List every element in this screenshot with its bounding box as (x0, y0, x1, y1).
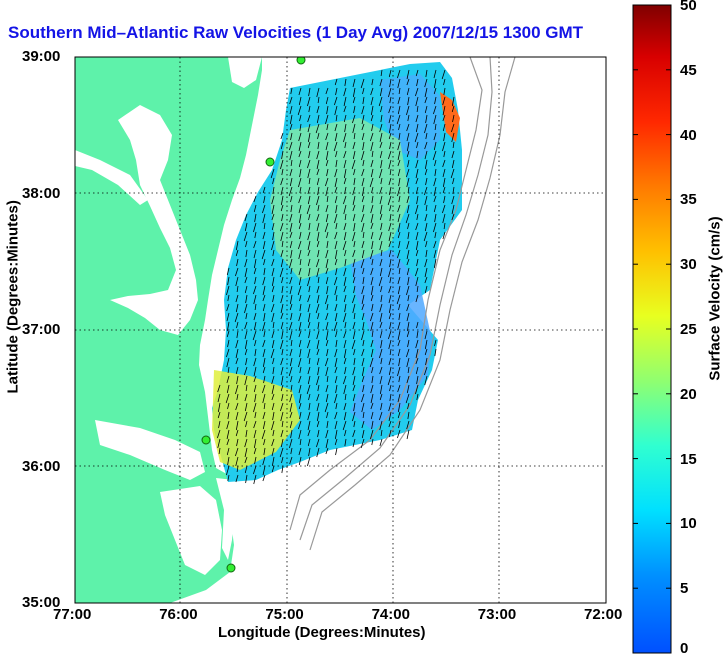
colorbar-tick-label: 5 (680, 580, 689, 598)
pamlico-sound (160, 486, 222, 575)
x-tick-label: 74:00 (371, 606, 410, 623)
x-axis-label: Longitude (Degrees:Minutes) (218, 624, 426, 641)
y-tick-label: 36:00 (22, 457, 61, 475)
plot-frame (74, 56, 607, 604)
grid-lines (75, 57, 606, 603)
bathymetry-contours (289, 57, 516, 551)
colorbar-tick-label: 40 (680, 126, 697, 144)
albemarle-sound (95, 420, 205, 480)
colorbar-tick-label: 10 (680, 515, 697, 533)
site-marker (201, 435, 211, 445)
x-tick-label: 73:00 (477, 606, 517, 623)
x-tick-label: 77:00 (53, 606, 92, 623)
colorbar-tick-label: 15 (680, 450, 697, 468)
colorbar-tick-label: 0 (680, 640, 689, 657)
y-tick-label: 38:00 (22, 184, 61, 202)
velocity-arrows (217, 69, 455, 485)
y-axis-label: Latitude (Degrees:Minutes) (4, 200, 22, 394)
chesapeake-bay (110, 105, 198, 335)
velocity-high-south (212, 370, 300, 470)
x-tick-label: 72:00 (584, 606, 623, 623)
potomac-river (75, 150, 148, 205)
colorbar-ticks (633, 4, 671, 654)
site-marker (296, 57, 306, 65)
colorbar-tick-label: 30 (680, 256, 697, 274)
x-tick-label: 76:00 (159, 606, 198, 623)
colorbar-tick-label: 50 (680, 0, 697, 14)
velocity-peak-north (440, 92, 460, 142)
y-tick-label: 35:00 (22, 594, 61, 611)
colorbar (632, 4, 672, 654)
site-marker (226, 563, 236, 573)
delaware-bay (228, 57, 262, 88)
site-marker (265, 157, 275, 167)
outer-banks-water (216, 478, 236, 560)
radar-sites (201, 57, 306, 573)
map-title: Southern Mid–Atlantic Raw Velocities (1 … (8, 23, 584, 42)
y-tick-label: 39:00 (22, 48, 61, 65)
velocity-mid-band (270, 118, 410, 280)
colorbar-tick-label: 45 (680, 61, 697, 79)
colorbar-tick-label: 35 (680, 191, 697, 209)
x-tick-label: 75:00 (265, 606, 304, 623)
colorbar-tick-label: 20 (680, 385, 697, 403)
y-tick-label: 37:00 (22, 321, 61, 338)
colorbar-label: Surface Velocity (cm/s) (706, 216, 724, 381)
colorbar-tick-label: 25 (680, 321, 697, 338)
